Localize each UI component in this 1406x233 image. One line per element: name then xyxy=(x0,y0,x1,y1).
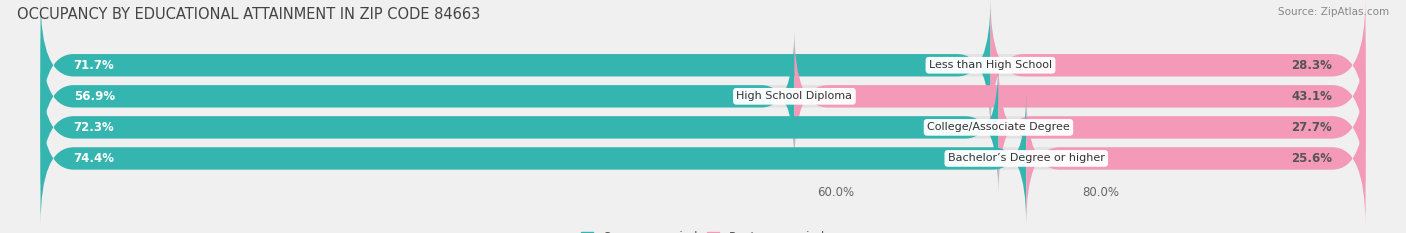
FancyBboxPatch shape xyxy=(41,30,794,163)
FancyBboxPatch shape xyxy=(41,92,1365,225)
FancyBboxPatch shape xyxy=(41,0,1365,132)
Text: Source: ZipAtlas.com: Source: ZipAtlas.com xyxy=(1278,7,1389,17)
Text: Bachelor’s Degree or higher: Bachelor’s Degree or higher xyxy=(948,154,1105,163)
FancyBboxPatch shape xyxy=(41,61,1365,194)
Text: 71.7%: 71.7% xyxy=(73,59,114,72)
FancyBboxPatch shape xyxy=(41,92,1026,225)
Legend: Owner-occupied, Renter-occupied: Owner-occupied, Renter-occupied xyxy=(576,226,830,233)
Text: High School Diploma: High School Diploma xyxy=(737,91,852,101)
Text: 28.3%: 28.3% xyxy=(1292,59,1333,72)
Text: 27.7%: 27.7% xyxy=(1292,121,1333,134)
Text: Less than High School: Less than High School xyxy=(929,60,1052,70)
Text: 72.3%: 72.3% xyxy=(73,121,114,134)
FancyBboxPatch shape xyxy=(1026,92,1365,225)
Text: OCCUPANCY BY EDUCATIONAL ATTAINMENT IN ZIP CODE 84663: OCCUPANCY BY EDUCATIONAL ATTAINMENT IN Z… xyxy=(17,7,479,22)
Text: 56.9%: 56.9% xyxy=(73,90,115,103)
FancyBboxPatch shape xyxy=(794,30,1365,163)
FancyBboxPatch shape xyxy=(41,61,998,194)
Text: 25.6%: 25.6% xyxy=(1291,152,1333,165)
FancyBboxPatch shape xyxy=(990,0,1365,132)
Text: 74.4%: 74.4% xyxy=(73,152,115,165)
FancyBboxPatch shape xyxy=(41,0,990,132)
Text: 43.1%: 43.1% xyxy=(1292,90,1333,103)
Text: College/Associate Degree: College/Associate Degree xyxy=(927,122,1070,132)
FancyBboxPatch shape xyxy=(998,61,1365,194)
FancyBboxPatch shape xyxy=(41,30,1365,163)
